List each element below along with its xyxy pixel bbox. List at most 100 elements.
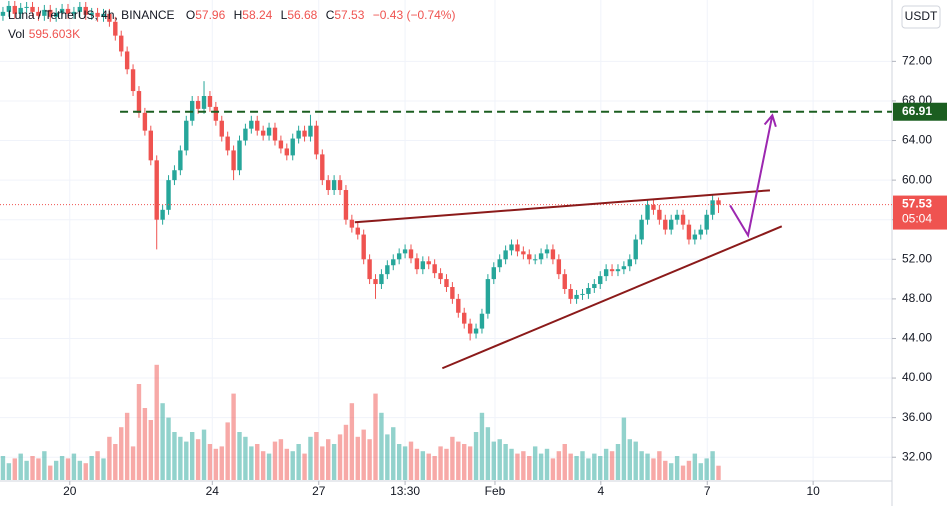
volume-bar <box>178 436 183 480</box>
volume-bar <box>497 439 502 480</box>
candle-body <box>379 274 384 285</box>
volume-bar <box>674 456 680 480</box>
volume-bar <box>592 453 597 480</box>
candle-body <box>692 234 698 240</box>
volume-bar <box>420 451 426 480</box>
volume-bar <box>0 456 6 480</box>
volume-bar <box>663 460 668 480</box>
volume-bar <box>113 444 118 480</box>
volume-bar <box>314 432 319 480</box>
volume-bar <box>680 465 686 480</box>
y-tick-label: 36.00 <box>902 410 932 424</box>
y-tick-label: 64.00 <box>902 133 932 147</box>
candle-body <box>89 12 94 15</box>
candle-body <box>574 294 579 299</box>
volume-bar <box>586 458 591 480</box>
ohlc-value: 58.24 <box>242 8 273 22</box>
candle-body <box>284 148 290 156</box>
candle-body <box>237 140 242 171</box>
x-tick-label: 7 <box>704 484 711 498</box>
candle-body <box>556 259 562 275</box>
ohlc-key: L <box>280 8 288 22</box>
volume-bar <box>668 463 674 480</box>
volume-bar <box>639 451 644 480</box>
ohlc-key: O <box>185 8 196 22</box>
volume-bar <box>485 427 491 480</box>
y-tick-label: 44.00 <box>902 331 932 345</box>
volume-bar <box>260 451 266 480</box>
volume-bar <box>30 456 35 480</box>
volume-bar <box>615 444 621 480</box>
candle-body <box>509 244 514 251</box>
volume-bar <box>580 451 585 480</box>
volume-bar <box>184 441 189 480</box>
volume-bar <box>136 384 142 480</box>
candle-body <box>414 258 420 270</box>
y-tick-label: 40.00 <box>902 370 932 384</box>
candle-body <box>113 21 118 36</box>
arrow-head <box>763 113 777 128</box>
candle-body <box>272 127 278 141</box>
candle-body <box>59 8 65 13</box>
candle-body <box>320 154 325 181</box>
ohlc-value: 57.96 <box>195 8 226 22</box>
candle-body <box>680 214 686 225</box>
volume-bar <box>621 417 627 480</box>
volume-bar <box>213 448 219 480</box>
candle-body <box>83 6 88 15</box>
candle-body <box>668 219 674 230</box>
candle-body <box>479 313 485 329</box>
volume-bar <box>396 444 402 480</box>
candle-body <box>249 120 254 129</box>
candle-body <box>42 9 47 16</box>
candle-body <box>462 312 467 324</box>
candle-body <box>598 276 603 285</box>
volume-bar <box>479 412 485 480</box>
candle-body <box>107 13 112 22</box>
candle-body <box>48 9 53 17</box>
candle-body <box>302 130 307 137</box>
volume-bar <box>65 458 71 480</box>
volume-bar <box>284 448 290 480</box>
axis-unit[interactable]: USDT <box>905 9 938 23</box>
volume-bar <box>95 451 100 480</box>
candle-body <box>532 259 538 261</box>
volume-value: 595.603K <box>28 27 81 41</box>
volume-bar <box>698 463 703 480</box>
volume-bar <box>231 393 236 480</box>
trendline <box>441 225 783 370</box>
volume-bar <box>160 403 165 480</box>
candle-body <box>101 13 106 17</box>
candle-body <box>367 259 372 280</box>
ohlc-value: 57.53 <box>334 8 365 22</box>
volume-bar <box>89 456 94 480</box>
candle-body <box>373 279 378 285</box>
candle-body <box>148 130 153 161</box>
volume-bar <box>24 460 29 480</box>
volume-bar <box>219 446 224 480</box>
candle-body <box>77 6 83 12</box>
volume-bar <box>532 446 538 480</box>
volume-bar <box>657 451 662 480</box>
candle-body <box>331 180 337 191</box>
volume-bar <box>266 453 272 480</box>
volume-bar <box>426 453 431 480</box>
volume-bar <box>361 429 366 480</box>
volume-bar <box>355 436 360 480</box>
candle-body <box>95 12 100 17</box>
candle-body <box>207 96 213 107</box>
trendline <box>354 189 771 224</box>
candle-body <box>568 288 573 299</box>
unit-button[interactable] <box>901 5 941 29</box>
volume-bar <box>402 446 408 480</box>
x-tick-label: 4 <box>597 484 604 498</box>
candle-body <box>527 254 532 260</box>
volume-bar <box>36 458 41 480</box>
volume-bar <box>77 460 83 480</box>
volume-bar <box>237 432 242 480</box>
candle-body <box>337 180 343 191</box>
volume-bar <box>550 458 556 480</box>
volume-bar <box>243 436 248 480</box>
volume-bar <box>527 456 532 480</box>
volume-bar <box>544 448 550 480</box>
